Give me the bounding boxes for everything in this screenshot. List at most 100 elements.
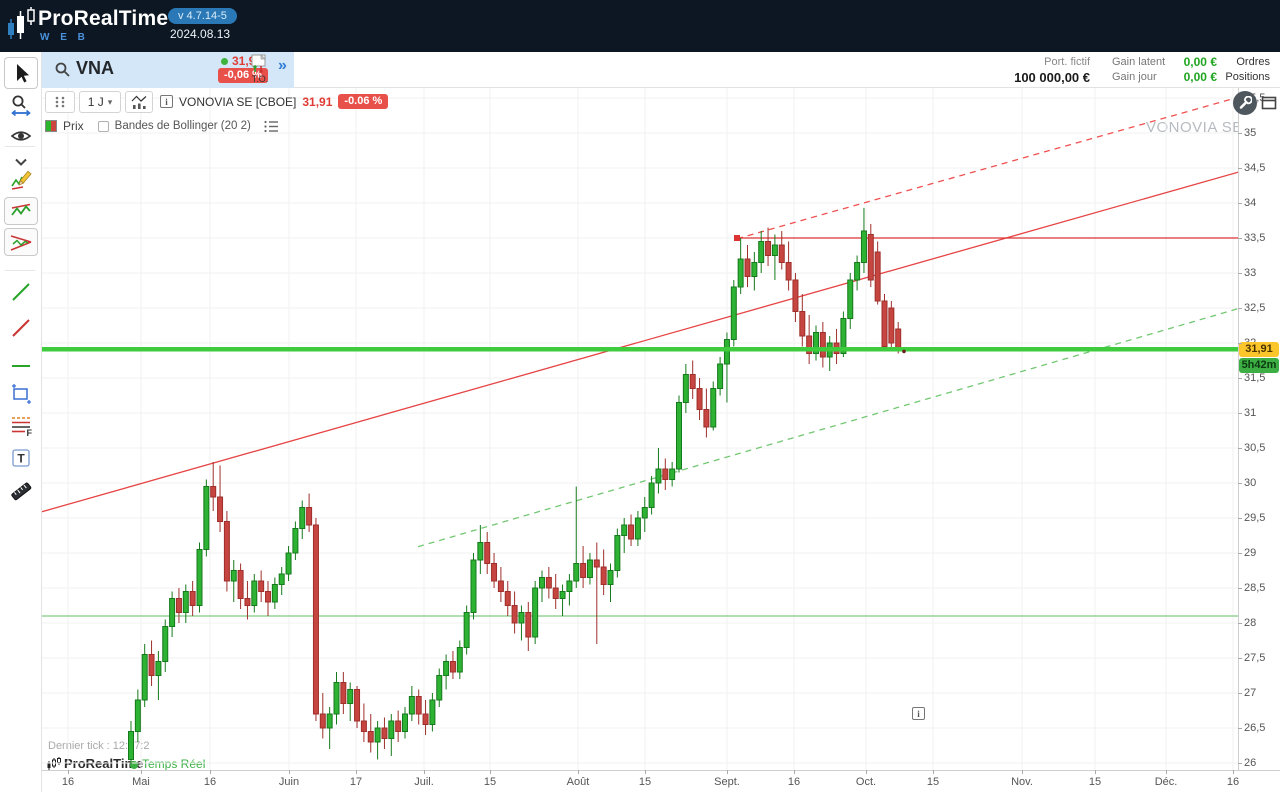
info-icon[interactable]: i [160, 95, 173, 108]
time-axis-tick [1095, 770, 1096, 774]
time-axis-label: 15 [1088, 776, 1102, 788]
time-axis-label: 15 [638, 776, 652, 788]
price-axis-tick [1238, 168, 1242, 169]
ruler-tool[interactable] [4, 476, 38, 504]
price-series-label[interactable]: Prix [63, 119, 84, 133]
price-axis-label: 30,5 [1244, 442, 1266, 454]
time-axis-tick [424, 770, 425, 774]
time-axis-label: Juil. [414, 776, 434, 788]
freehand-draw-tool[interactable] [4, 167, 38, 195]
price-axis-tick [1238, 553, 1242, 554]
trading-orders-icon[interactable] [248, 54, 272, 74]
brand-subtitle: W E B [40, 32, 89, 43]
price-axis[interactable] [1238, 88, 1280, 770]
red-trendline-tool[interactable] [4, 314, 38, 342]
time-axis-tick [356, 770, 357, 774]
orders-positions-block[interactable]: Ordres Positions [1225, 55, 1270, 85]
price-axis-label: 26,5 [1244, 722, 1266, 734]
zoom-horizontal-tool-icon [11, 95, 31, 117]
price-axis-tick [1238, 133, 1242, 134]
fibonacci-tool[interactable]: F [4, 412, 38, 440]
price-axis-label: 33,5 [1244, 232, 1266, 244]
time-axis-tick [141, 770, 142, 774]
chart-legend: Prix Bandes de Bollinger (20 2) [45, 119, 279, 133]
gain-latent-label: Gain latent [1112, 56, 1166, 68]
chart-settings-button[interactable] [1233, 91, 1257, 115]
price-axis-label: 27,5 [1244, 652, 1266, 664]
realtime-label: Temps Réel [142, 757, 206, 771]
green-trendline-tool[interactable] [4, 278, 38, 306]
time-axis-label: 15 [483, 776, 497, 788]
time-axis-label: Nov. [1011, 776, 1033, 788]
pattern-triangle-tool-icon [10, 235, 32, 251]
pattern-triangle-tool[interactable] [4, 228, 38, 256]
text-tool[interactable]: T [4, 444, 38, 472]
time-axis[interactable] [42, 770, 1280, 792]
visibility-eye-tool[interactable] [4, 122, 38, 150]
timeframe-selector[interactable]: 1 J ▾ [79, 91, 121, 113]
pattern-zigzag-tool[interactable] [4, 197, 38, 225]
instrument-info-row: i VONOVIA SE [CBOE] 31,91 -0.06 % [160, 94, 389, 109]
instrument-name: VONOVIA SE [CBOE] [179, 94, 297, 109]
price-axis-tick [1238, 588, 1242, 589]
rectangle-zone-tool[interactable] [4, 380, 38, 408]
expand-chevrons-icon[interactable]: » [278, 57, 287, 74]
version-badge: v 4.7.14-5 [168, 8, 237, 24]
horizontal-line-tool[interactable] [4, 352, 38, 380]
orders-link[interactable]: Ordres [1236, 56, 1270, 68]
price-axis-label: 29,5 [1244, 512, 1266, 524]
time-axis-tick [866, 770, 867, 774]
last-tick-text: Dernier tick : 12:47:2 [48, 740, 150, 752]
price-axis-label: 29 [1244, 547, 1257, 559]
price-axis-label: 28,5 [1244, 582, 1266, 594]
time-axis-tick [289, 770, 290, 774]
brand-title: ProRealTime [38, 7, 169, 30]
price-axis-tick [1238, 658, 1242, 659]
indicator-list-icon[interactable] [263, 119, 279, 133]
price-axis-label: 34 [1244, 197, 1257, 209]
time-axis-label: Mai [132, 776, 150, 788]
price-axis-tick [1238, 728, 1242, 729]
gain-labels: Gain latent Gain jour [1112, 55, 1165, 85]
time-axis-label: Juin [278, 776, 300, 788]
cursor-tool[interactable] [4, 57, 38, 89]
price-axis-label: 35 [1244, 127, 1257, 139]
price-axis-tick [1238, 238, 1242, 239]
time-axis-tick [1233, 770, 1234, 774]
candlestick-chart[interactable] [42, 88, 1238, 770]
toolbar-separator [5, 270, 35, 271]
wrench-icon [1239, 96, 1252, 109]
bollinger-label[interactable]: Bandes de Bollinger (20 2) [114, 120, 251, 132]
zoom-horizontal-tool[interactable] [4, 92, 38, 120]
gain-latent-value: 0,00 € [1183, 55, 1217, 69]
positions-link[interactable]: Positions [1225, 71, 1270, 83]
time-axis-label: Août [566, 776, 590, 788]
time-axis-label: 16 [203, 776, 217, 788]
chart-layout-button[interactable] [45, 91, 75, 113]
bollinger-checkbox[interactable] [97, 120, 109, 132]
text-tool-icon: T [12, 449, 30, 467]
chart-info-box-icon[interactable]: i [912, 707, 925, 720]
instrument-search-section[interactable]: VNA 31,91 -0,06 % T.O. » [42, 52, 294, 88]
gain-jour-label: Gain jour [1112, 71, 1157, 83]
portfolio-label: Port. fictif [1044, 56, 1090, 68]
horizontal-line-tool-icon [12, 365, 30, 367]
svg-text:T: T [17, 452, 25, 466]
time-axis-tick [933, 770, 934, 774]
price-axis-tick [1238, 413, 1242, 414]
price-axis-tick [1238, 763, 1242, 764]
build-date: 2024.08.13 [170, 27, 231, 41]
instrument-watermark: VONOVIA SE [1146, 119, 1243, 136]
time-axis-tick [645, 770, 646, 774]
chart-style-button[interactable] [125, 91, 153, 113]
detach-window-button[interactable] [1261, 95, 1277, 111]
price-axis-tick [1238, 623, 1242, 624]
chart-canvas-area[interactable] [42, 88, 1238, 770]
visibility-eye-tool-icon [10, 131, 32, 141]
symbol-input[interactable]: VNA [76, 58, 115, 78]
chevron-down-more-tools[interactable] [4, 148, 38, 176]
price-axis-label: 32,5 [1244, 302, 1266, 314]
time-axis-tick [490, 770, 491, 774]
time-axis-tick [578, 770, 579, 774]
